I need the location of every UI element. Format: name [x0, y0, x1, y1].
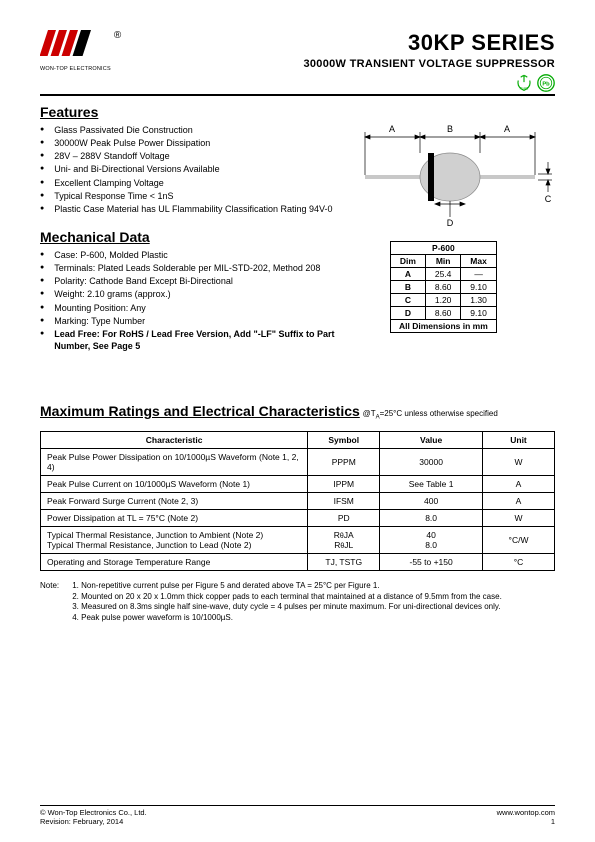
registered-icon: ® [114, 30, 121, 41]
svg-text:RoHS: RoHS [520, 87, 530, 91]
right-column: A B A C D P-600 DimMinMax A25.4—B8.609.1… [360, 104, 555, 353]
logo-block: WON-TOP ELECTRONICS ® [40, 30, 121, 72]
leadfree-item: Lead Free: For RoHS / Lead Free Version,… [40, 328, 342, 352]
footer: © Won-Top Electronics Co., Ltd. Revision… [40, 805, 555, 826]
dim-package: P-600 [391, 242, 497, 255]
elec-row: Peak Forward Surge Current (Note 2, 3)IF… [41, 492, 555, 509]
mechanical-item: Marking: Type Number [40, 315, 342, 327]
dimension-table: P-600 DimMinMax A25.4—B8.609.10C1.201.30… [390, 241, 497, 333]
rohs-icon: RoHS [515, 74, 533, 92]
dim-row: C1.201.30 [391, 294, 497, 307]
dim-row: A25.4— [391, 268, 497, 281]
svg-text:D: D [447, 218, 454, 228]
max-title: Maximum Ratings and Electrical Character… [40, 403, 360, 419]
feature-item: 30000W Peak Pulse Power Dissipation [40, 137, 342, 149]
notes: Note: 1. Non-repetitive current pulse pe… [40, 581, 555, 624]
features-title: Features [40, 104, 342, 120]
elec-row: Power Dissipation at TL = 75°C (Note 2)P… [41, 509, 555, 526]
subtitle: 30000W TRANSIENT VOLTAGE SUPPRESSOR [303, 58, 555, 70]
pb-free-icon: Pb [537, 74, 555, 92]
mechanical-item: Case: P-600, Molded Plastic [40, 249, 342, 261]
feature-item: Glass Passivated Die Construction [40, 124, 342, 136]
feature-item: 28V – 288V Standoff Voltage [40, 150, 342, 162]
elec-row: Peak Pulse Current on 10/1000µS Waveform… [41, 475, 555, 492]
mechanical-list: Case: P-600, Molded PlasticTerminals: Pl… [40, 249, 342, 352]
svg-text:A: A [389, 124, 395, 134]
page-number: 1 [497, 817, 555, 826]
svg-text:Pb: Pb [542, 81, 550, 87]
dim-row: B8.609.10 [391, 281, 497, 294]
package-outline-icon: A B A C D [360, 112, 555, 232]
notes-label: Note: [40, 581, 70, 592]
mechanical-item: Terminals: Plated Leads Solderable per M… [40, 262, 342, 274]
elec-row: Operating and Storage Temperature RangeT… [41, 553, 555, 570]
series-title: 30KP SERIES [303, 30, 555, 56]
elec-header: Characteristic [41, 431, 308, 448]
company-name: WON-TOP ELECTRONICS [40, 66, 111, 72]
feature-item: Uni- and Bi-Directional Versions Availab… [40, 163, 342, 175]
feature-item: Plastic Case Material has UL Flammabilit… [40, 203, 342, 215]
package-diagram: A B A C D [360, 112, 555, 235]
footer-right: www.wontop.com 1 [497, 808, 555, 826]
svg-text:B: B [447, 124, 453, 134]
upper-content: Features Glass Passivated Die Constructi… [40, 104, 555, 353]
elec-header: Symbol [308, 431, 380, 448]
dim-header: Dim [391, 255, 426, 268]
max-ratings-section: Maximum Ratings and Electrical Character… [40, 403, 555, 571]
footer-url: www.wontop.com [497, 808, 555, 817]
elec-header: Unit [483, 431, 555, 448]
cert-icons: RoHS Pb [303, 74, 555, 92]
logo: WON-TOP ELECTRONICS [40, 30, 111, 72]
mechanical-item: Polarity: Cathode Band Except Bi-Directi… [40, 275, 342, 287]
mechanical-item: Weight: 2.10 grams (approx.) [40, 288, 342, 300]
footer-left: © Won-Top Electronics Co., Ltd. Revision… [40, 808, 147, 826]
dim-footer: All Dimensions in mm [391, 320, 497, 333]
won-top-logo-icon [40, 30, 98, 62]
elec-header: Value [380, 431, 483, 448]
feature-item: Excellent Clamping Voltage [40, 177, 342, 189]
mechanical-item: Mounting Position: Any [40, 302, 342, 314]
left-column: Features Glass Passivated Die Constructi… [40, 104, 342, 353]
electrical-table: CharacteristicSymbolValueUnit Peak Pulse… [40, 431, 555, 571]
elec-row: Typical Thermal Resistance, Junction to … [41, 526, 555, 553]
mechanical-section: Mechanical Data Case: P-600, Molded Plas… [40, 229, 342, 352]
copyright: © Won-Top Electronics Co., Ltd. [40, 808, 147, 817]
mechanical-title: Mechanical Data [40, 229, 342, 245]
dim-header: Max [461, 255, 496, 268]
feature-item: Typical Response Time < 1nS [40, 190, 342, 202]
dim-header: Min [425, 255, 460, 268]
revision: Revision: February, 2014 [40, 817, 147, 826]
notes-body: 1. Non-repetitive current pulse per Figu… [72, 581, 553, 624]
features-list: Glass Passivated Die Construction30000W … [40, 124, 342, 215]
title-block: 30KP SERIES 30000W TRANSIENT VOLTAGE SUP… [303, 30, 555, 92]
svg-text:A: A [504, 124, 510, 134]
dim-row: D8.609.10 [391, 307, 497, 320]
svg-text:C: C [545, 194, 552, 204]
header-rule [40, 94, 555, 96]
elec-row: Peak Pulse Power Dissipation on 10/1000µ… [41, 448, 555, 475]
max-condition: @TA=25°C unless otherwise specified [363, 409, 498, 418]
header: WON-TOP ELECTRONICS ® 30KP SERIES 30000W… [40, 30, 555, 92]
